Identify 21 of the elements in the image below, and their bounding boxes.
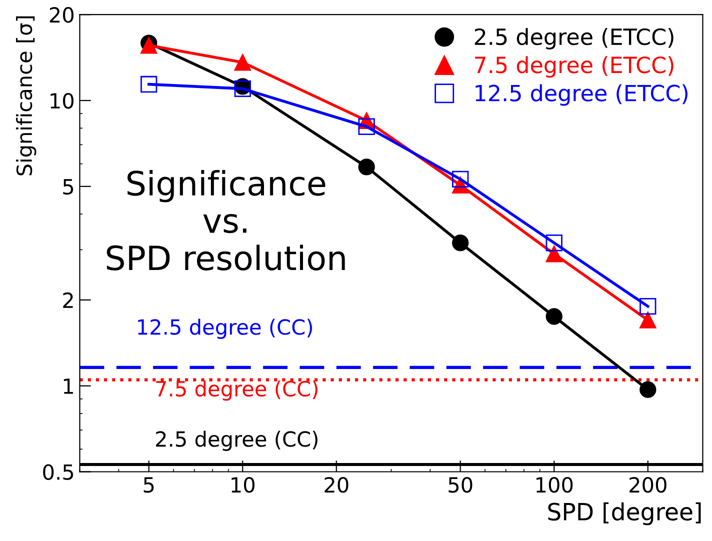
x-tick-label: 5	[144, 477, 154, 493]
x-tick-label: 50	[448, 476, 472, 493]
y-tick-label: 0.5	[43, 464, 74, 480]
y-tick-label: 20	[50, 7, 74, 23]
ref-line-label: 12.5 degree (CC)	[138, 318, 312, 339]
x-axis-title: SPD [degree]	[548, 502, 701, 526]
ref-line-label: 7.5 degree (CC)	[156, 380, 318, 401]
x-tick-label: 100	[536, 476, 573, 493]
y-tick-label: 1	[64, 378, 73, 394]
legend-label: 7.5 degree (ETCC)	[475, 56, 674, 78]
x-tick-label: 10	[232, 476, 254, 493]
x-tick-label: 20	[324, 476, 348, 493]
x-tick-label: 200	[630, 476, 666, 493]
annotation: Significance vs. SPD resolution	[106, 170, 345, 270]
y-tick-label: 5	[63, 179, 74, 195]
legend-label: 12.5 degree (ETCC)	[476, 84, 688, 106]
y-tick-label: 2	[63, 292, 73, 308]
legend-label: 2.5 degree (ETCC)	[474, 28, 674, 50]
y-axis-title: Significance [σ]	[16, 16, 36, 176]
y-tick-label: 10	[50, 92, 74, 109]
ref-line-label: 2.5 degree (CC)	[156, 430, 318, 451]
